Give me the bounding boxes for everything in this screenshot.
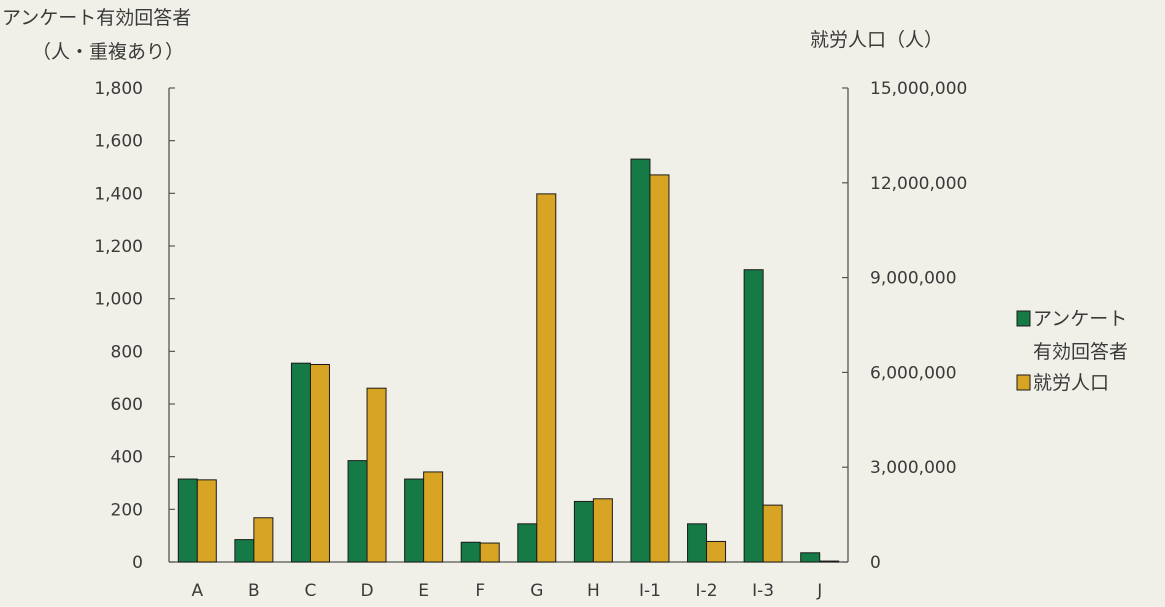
bar-workforce-H xyxy=(592,498,613,563)
legend-swatch-workforce xyxy=(1016,374,1031,391)
legend-label-workforce: 就労人口 xyxy=(1033,372,1109,394)
category-label: H xyxy=(587,581,600,601)
left-tick-label: 1,600 xyxy=(94,132,143,152)
category-label: I-3 xyxy=(752,581,774,601)
left-tick-label: 1,400 xyxy=(94,184,143,204)
left-tick-label: 1,000 xyxy=(94,290,143,310)
bar-respondents-I-3 xyxy=(743,269,764,563)
category-label: G xyxy=(530,581,543,601)
right-tick-label: 0 xyxy=(870,553,881,573)
right-tick-label: 9,000,000 xyxy=(870,269,957,289)
right-tick-label: 3,000,000 xyxy=(870,458,957,478)
left-tick-label: 0 xyxy=(132,553,143,573)
left-tick-label: 800 xyxy=(111,342,143,362)
category-label: A xyxy=(191,581,203,601)
right-tick-label: 15,000,000 xyxy=(870,79,967,99)
left-tick-label: 1,800 xyxy=(94,79,143,99)
left-axis-title-unit: （人・重複あり） xyxy=(32,41,184,63)
category-label: E xyxy=(418,581,429,601)
category-label: B xyxy=(248,581,260,601)
bar-workforce-J xyxy=(819,560,840,563)
bar-workforce-A xyxy=(196,479,217,563)
legend-label-respondents-line2: 有効回答者 xyxy=(1033,341,1128,363)
bar-workforce-I-1 xyxy=(649,174,670,563)
right-axis-title: 就労人口（人） xyxy=(810,29,943,51)
right-tick-label: 6,000,000 xyxy=(870,363,957,383)
left-tick-label: 1,200 xyxy=(94,237,143,257)
bar-respondents-I-1 xyxy=(630,158,651,563)
right-tick-label: 12,000,000 xyxy=(870,174,967,194)
bar-respondents-I-2 xyxy=(687,523,708,563)
left-tick-label: 200 xyxy=(111,500,143,520)
left-axis-title: アンケート有効回答者 xyxy=(2,7,191,29)
bar-respondents-C xyxy=(290,362,311,563)
left-tick-label: 400 xyxy=(111,448,143,468)
category-label: I-1 xyxy=(639,581,661,601)
bar-workforce-D xyxy=(366,387,387,563)
category-label: F xyxy=(475,581,485,601)
bar-respondents-D xyxy=(347,460,368,563)
bar-workforce-C xyxy=(309,364,330,563)
bar-respondents-A xyxy=(177,478,198,563)
bar-respondents-E xyxy=(404,478,425,563)
legend-label-respondents-line1: アンケート xyxy=(1033,308,1127,330)
bar-respondents-B xyxy=(234,539,255,563)
category-label: I-2 xyxy=(696,581,718,601)
category-label: C xyxy=(305,581,317,601)
bar-workforce-B xyxy=(253,517,274,563)
bar-respondents-G xyxy=(517,523,538,563)
bar-workforce-I-2 xyxy=(706,540,727,563)
left-tick-label: 600 xyxy=(111,395,143,415)
legend-swatch-respondents xyxy=(1016,310,1031,327)
category-label: D xyxy=(360,581,373,601)
bar-respondents-H xyxy=(573,500,594,563)
bar-workforce-E xyxy=(423,471,444,563)
bar-workforce-I-3 xyxy=(762,504,783,563)
bar-respondents-F xyxy=(460,541,481,563)
bar-respondents-J xyxy=(800,552,821,563)
bar-workforce-F xyxy=(479,542,500,563)
category-label: J xyxy=(816,581,822,601)
bar-workforce-G xyxy=(536,193,557,563)
